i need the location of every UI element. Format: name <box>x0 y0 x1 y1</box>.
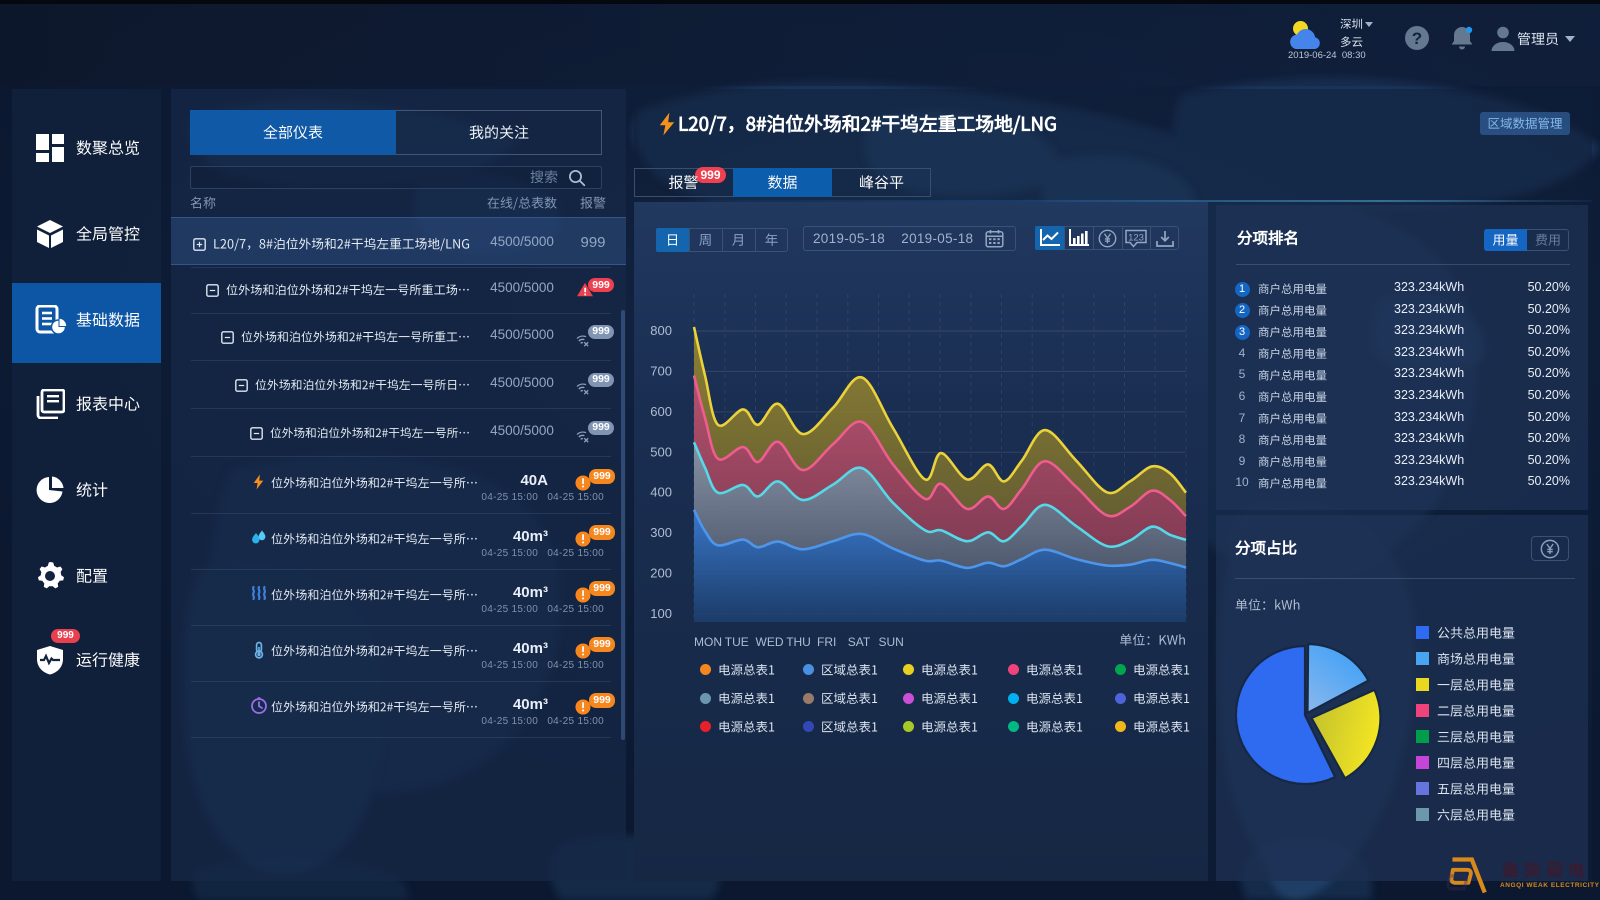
svg-text:WED: WED <box>756 635 784 649</box>
svg-text:200: 200 <box>650 566 672 581</box>
svg-text:400: 400 <box>650 485 672 500</box>
svg-text:SUN: SUN <box>879 635 904 649</box>
svg-text:THU: THU <box>786 635 811 649</box>
svg-text:SAT: SAT <box>848 635 871 649</box>
svg-text:300: 300 <box>650 525 672 540</box>
svg-text:TUE: TUE <box>725 635 749 649</box>
svg-text:?: ? <box>1412 29 1422 48</box>
svg-text:500: 500 <box>650 444 672 459</box>
svg-text:FRI: FRI <box>817 635 836 649</box>
svg-text:MON: MON <box>694 635 722 649</box>
svg-text:100: 100 <box>650 606 672 621</box>
svg-text:123: 123 <box>1128 233 1144 244</box>
svg-text:600: 600 <box>650 404 672 419</box>
svg-text:800: 800 <box>650 323 672 338</box>
svg-text:700: 700 <box>650 363 672 378</box>
